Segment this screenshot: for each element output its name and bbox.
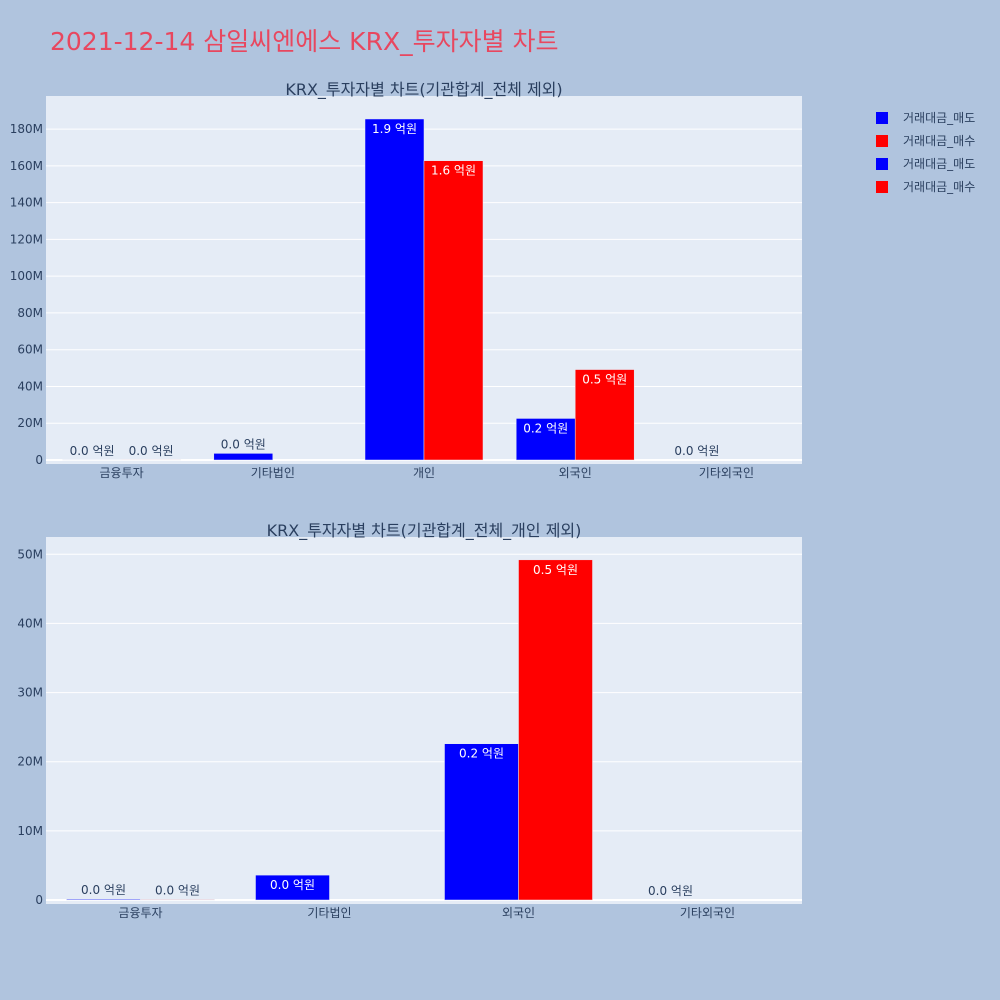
y-tick-label: 0 <box>35 893 43 907</box>
data-label: 0.0 억원 <box>270 878 315 892</box>
legend-swatch-icon <box>876 134 888 147</box>
legend-item-buy[interactable]: 거래대금_매수 <box>876 175 975 198</box>
chart-title: KRX_투자자별 차트(기관합계_전체 제외) <box>285 80 562 100</box>
x-tick-label: 외국인 <box>502 906 535 920</box>
y-tick-label: 40M <box>17 616 43 630</box>
x-tick-label: 기타외국인 <box>680 906 735 920</box>
data-label: 0.0 억원 <box>648 884 693 898</box>
y-tick-label: 0 <box>35 453 43 467</box>
bar[interactable] <box>213 453 274 461</box>
page-title: 2021-12-14 삼일씨엔에스 KRX_투자자별 차트 <box>50 27 559 56</box>
data-label: 1.6 억원 <box>431 164 476 178</box>
data-label: 0.0 억원 <box>129 444 174 458</box>
y-tick-label: 20M <box>17 755 43 769</box>
legend-swatch-icon <box>876 180 888 193</box>
legend-label: 거래대금_매도 <box>903 157 976 171</box>
legend-swatch-icon <box>876 157 888 170</box>
legend-item-buy[interactable]: 거래대금_매수 <box>876 129 975 152</box>
bar[interactable] <box>255 874 330 901</box>
bar[interactable] <box>444 743 519 901</box>
x-tick-label: 기타외국인 <box>699 466 754 480</box>
y-tick-label: 100M <box>10 269 43 283</box>
bar[interactable] <box>66 898 141 901</box>
data-label: 1.9 억원 <box>372 122 417 136</box>
bar[interactable] <box>423 160 484 461</box>
legend-swatch-icon <box>876 111 888 124</box>
y-tick-label: 20M <box>17 416 43 430</box>
data-label: 0.0 억원 <box>81 883 126 897</box>
chart-title: KRX_투자자별 차트(기관합계_전체_개인 제외) <box>267 521 582 541</box>
plot-area <box>46 537 802 904</box>
y-tick-label: 10M <box>17 824 43 838</box>
legend-item-sell[interactable]: 거래대금_매도 <box>876 106 975 129</box>
x-tick-label: 기타법인 <box>307 906 351 920</box>
bar[interactable] <box>515 418 576 461</box>
data-label: 0.5 억원 <box>582 373 627 387</box>
y-tick-label: 80M <box>17 306 43 320</box>
legend-label: 거래대금_매도 <box>903 111 976 125</box>
y-tick-label: 60M <box>17 343 43 357</box>
x-tick-label: 기타법인 <box>251 466 295 480</box>
bar[interactable] <box>140 899 215 901</box>
bar[interactable] <box>574 369 635 461</box>
x-tick-label: 외국인 <box>559 466 592 480</box>
legend-item-sell[interactable]: 거래대금_매도 <box>876 152 975 175</box>
y-tick-label: 180M <box>10 122 43 136</box>
bar[interactable] <box>518 559 593 901</box>
y-tick-label: 30M <box>17 686 43 700</box>
y-tick-label: 50M <box>17 547 43 561</box>
data-label: 0.2 억원 <box>459 747 504 761</box>
y-tick-label: 120M <box>10 232 43 246</box>
x-tick-label: 개인 <box>413 466 435 480</box>
data-label: 0.0 억원 <box>70 444 115 458</box>
legend-label: 거래대금_매수 <box>903 134 976 148</box>
y-tick-label: 160M <box>10 159 43 173</box>
legend-label: 거래대금_매수 <box>903 180 976 194</box>
y-tick-label: 40M <box>17 379 43 393</box>
x-tick-label: 금융투자 <box>118 906 162 920</box>
bar[interactable] <box>364 118 425 461</box>
legend: 거래대금_매도 거래대금_매수 거래대금_매도 거래대금_매수 <box>876 106 975 198</box>
x-tick-label: 금융투자 <box>100 466 144 480</box>
data-label: 0.0 억원 <box>221 437 266 451</box>
data-label: 0.5 억원 <box>533 563 578 577</box>
data-label: 0.2 억원 <box>523 421 568 435</box>
y-tick-label: 140M <box>10 196 43 210</box>
data-label: 0.0 억원 <box>155 883 200 897</box>
data-label: 0.0 억원 <box>674 444 719 458</box>
